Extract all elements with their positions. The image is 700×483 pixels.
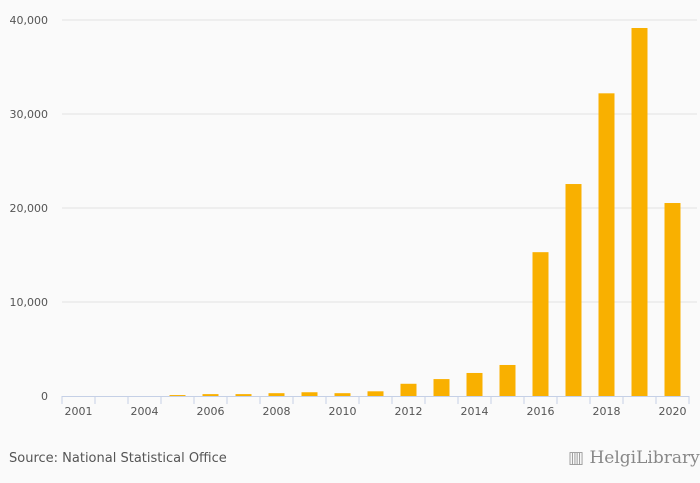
bar [598,93,615,396]
bar [433,379,450,396]
helgi-library-logo: ▥ HelgiLibrary [568,448,700,468]
y-tick-label: 40,000 [10,14,49,27]
bar [664,203,681,396]
x-tick-label: 2018 [593,405,621,418]
bar [499,364,516,396]
x-tick-label: 2008 [263,405,291,418]
y-tick-label: 10,000 [10,296,49,309]
bar [301,392,318,396]
bar [268,393,285,396]
x-tick-label: 2001 [65,405,93,418]
bar [202,394,219,396]
bar [367,391,384,396]
bar [334,393,351,396]
x-tick-label: 2014 [461,405,489,418]
bar [169,395,186,396]
x-tick-label: 2016 [527,405,555,418]
bar [466,372,483,396]
bar-chart: 0 10,000 20,000 30,000 40,000 2001 2004 2006 200… [10,14,697,418]
x-tick-label: 2004 [131,405,159,418]
x-tick-label: 2020 [659,405,687,418]
y-tick-label: 20,000 [10,202,49,215]
bar [400,383,417,396]
bar [631,27,648,397]
bar [565,184,582,396]
bar [532,252,549,396]
y-tick-label: 0 [41,390,48,403]
source-note: Source: National Statistical Office [9,451,227,466]
bar [235,394,252,396]
x-tick-label: 2006 [197,405,225,418]
x-tick-label: 2012 [395,405,423,418]
x-tick-label: 2010 [329,405,357,418]
y-tick-label: 30,000 [10,108,49,121]
